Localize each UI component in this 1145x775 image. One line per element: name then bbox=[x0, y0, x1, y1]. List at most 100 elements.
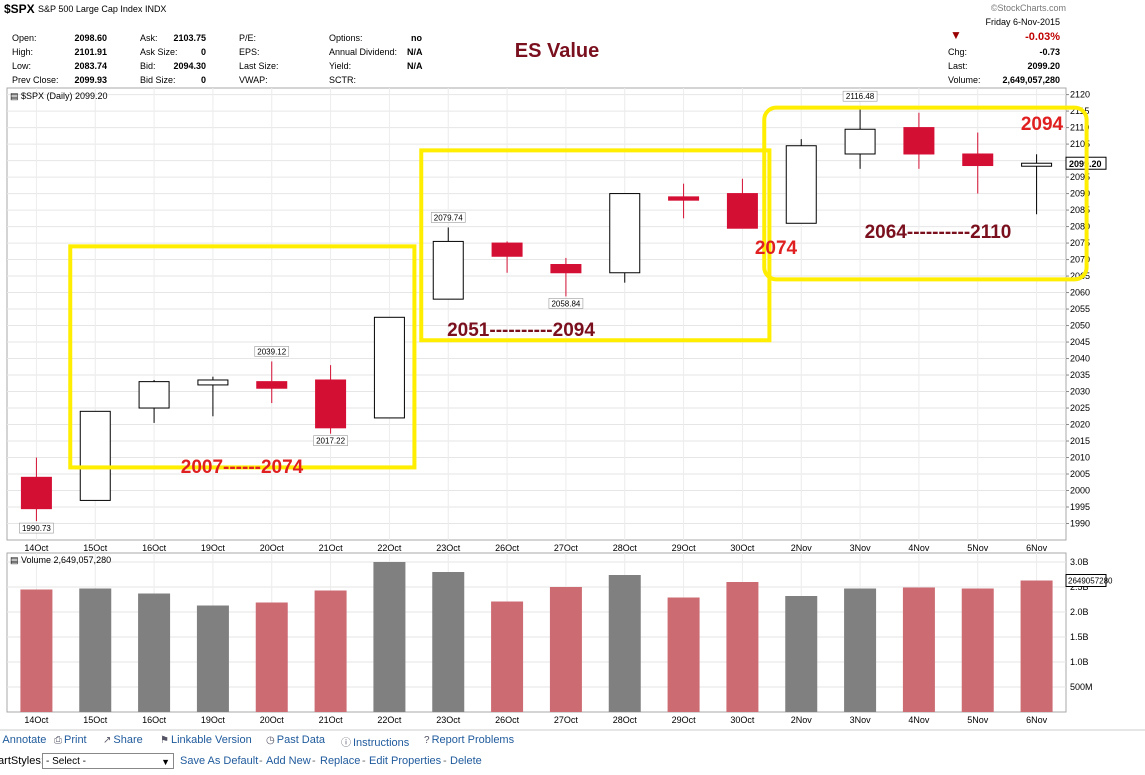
ask-size-value: 0 bbox=[200, 47, 206, 57]
candle-body bbox=[315, 379, 347, 429]
print-link[interactable]: ⎙ Print bbox=[54, 734, 87, 746]
value-label-box bbox=[19, 522, 54, 534]
candle-body bbox=[197, 379, 229, 386]
price-date-label: 21Oct bbox=[319, 543, 344, 553]
price-tick-label: 2020 bbox=[1070, 420, 1090, 430]
dividend-label: Annual Dividend: bbox=[329, 47, 398, 57]
price-tick-label: 2060 bbox=[1070, 288, 1090, 298]
date-label: Friday 6-Nov-2015 bbox=[985, 17, 1060, 27]
save-as-default-link[interactable]: Save As Default bbox=[180, 755, 259, 767]
price-tick-label: 2095 bbox=[1070, 172, 1090, 182]
candle-body bbox=[785, 145, 817, 224]
past-data-link[interactable]: ◷ Past Data bbox=[266, 734, 326, 746]
prev-close-value: 2099.93 bbox=[74, 75, 107, 85]
open-label: Open: bbox=[12, 33, 37, 43]
watermark: ©StockCharts.com bbox=[990, 3, 1066, 13]
price-tick-label: 2005 bbox=[1070, 469, 1090, 479]
volume-date-label: 30Oct bbox=[730, 715, 755, 725]
edit-properties-link[interactable]: Edit Properties bbox=[369, 755, 442, 767]
price-tick-label: 1995 bbox=[1070, 502, 1090, 512]
chart-styles-select[interactable]: - Select - ▼ bbox=[42, 753, 174, 769]
pe-label: P/E: bbox=[239, 33, 257, 43]
range-box bbox=[762, 105, 1089, 282]
volume-bar bbox=[608, 575, 641, 712]
candle-body bbox=[844, 128, 876, 155]
share-link[interactable]: ↗ Share bbox=[103, 734, 143, 746]
price-tick-label: 2085 bbox=[1070, 205, 1090, 215]
dividend-value: N/A bbox=[407, 47, 423, 57]
candle-body bbox=[373, 316, 405, 419]
volume-bar bbox=[314, 590, 347, 712]
open-value: 2098.60 bbox=[74, 33, 107, 43]
value-label: 1990.73 bbox=[22, 524, 51, 533]
low-value: 2083.74 bbox=[74, 61, 107, 71]
volume-date-label: 5Nov bbox=[967, 715, 989, 725]
price-tick-label: 2105 bbox=[1070, 139, 1090, 149]
last-value: 2099.20 bbox=[1027, 61, 1060, 71]
symbol: $SPX bbox=[4, 2, 35, 16]
price-tick-label: 2075 bbox=[1070, 238, 1090, 248]
report-problems-link[interactable]: ? Report Problems bbox=[424, 734, 515, 746]
volume-bar bbox=[196, 605, 229, 712]
chg-label: Chg: bbox=[948, 47, 968, 57]
options-label: Options: bbox=[329, 33, 363, 43]
price-tick-label: 1990 bbox=[1070, 519, 1090, 529]
volume-date-label: 27Oct bbox=[554, 715, 579, 725]
price-date-label: 2Nov bbox=[791, 543, 813, 553]
high-value: 2101.91 bbox=[74, 47, 107, 57]
last-size-label: Last Size: bbox=[239, 61, 279, 71]
instructions-link[interactable]: ⓘ Instructions bbox=[341, 737, 410, 749]
price-date-label: 15Oct bbox=[83, 543, 108, 553]
price-tick-label: 2120 bbox=[1070, 90, 1090, 100]
candle-body bbox=[491, 242, 523, 257]
chg-value: -0.73 bbox=[1039, 47, 1060, 57]
chart-footer: ✎Annotate ⎙Print ↗Share ⚑Linkable Versio… bbox=[0, 733, 1145, 775]
price-date-label: 19Oct bbox=[201, 543, 226, 553]
volume-tick-label: 2.0B bbox=[1070, 607, 1089, 617]
low-label: Low: bbox=[12, 61, 32, 71]
add-new-link[interactable]: Add New bbox=[266, 755, 311, 767]
price-date-label: 14Oct bbox=[24, 543, 49, 553]
separator: - bbox=[312, 755, 316, 767]
price-tick-label: 2050 bbox=[1070, 321, 1090, 331]
volume-date-label: 21Oct bbox=[319, 715, 344, 725]
vwap-label: VWAP: bbox=[239, 75, 268, 85]
value-label: 2116.48 bbox=[846, 92, 875, 101]
volume-bar bbox=[79, 588, 112, 712]
price-date-label: 30Oct bbox=[730, 543, 755, 553]
delete-link[interactable]: Delete bbox=[450, 755, 482, 767]
volume-last-label: 2649057280 bbox=[1068, 577, 1113, 586]
volume-date-label: 6Nov bbox=[1026, 715, 1048, 725]
ask-size-label: Ask Size: bbox=[140, 47, 178, 57]
price-tick-label: 2040 bbox=[1070, 354, 1090, 364]
quote-header: $SPX S&P 500 Large Cap Index INDX Open: … bbox=[0, 0, 1066, 88]
volume-bar bbox=[844, 588, 877, 712]
candle-body bbox=[138, 381, 170, 409]
price-tick-label: 2010 bbox=[1070, 453, 1090, 463]
options-value: no bbox=[411, 33, 422, 43]
volume-value: 2,649,057,280 bbox=[1002, 75, 1060, 85]
price-date-label: 6Nov bbox=[1026, 543, 1048, 553]
candle-body bbox=[550, 264, 582, 274]
volume-bar bbox=[726, 582, 759, 712]
last-label: Last: bbox=[948, 61, 968, 71]
value-label: 2058.84 bbox=[551, 299, 580, 308]
volume-bar bbox=[785, 596, 818, 712]
volume-bar bbox=[432, 572, 465, 712]
volume-tick-label: 1.0B bbox=[1070, 657, 1089, 667]
volume-bar bbox=[20, 589, 53, 712]
value-label: 2039.12 bbox=[257, 347, 286, 356]
bid-label: Bid: bbox=[140, 61, 156, 71]
annotate-link[interactable]: ✎Annotate bbox=[0, 734, 46, 746]
price-tick-label: 2015 bbox=[1070, 436, 1090, 446]
high-label: High: bbox=[12, 47, 34, 57]
volume-date-label: 29Oct bbox=[672, 715, 697, 725]
separator: - bbox=[443, 755, 447, 767]
replace-link[interactable]: Replace bbox=[320, 755, 361, 767]
price-date-label: 22Oct bbox=[377, 543, 402, 553]
linkable-version-link[interactable]: ⚑ Linkable Version bbox=[160, 734, 252, 746]
clock-icon: ◷ bbox=[266, 735, 275, 746]
candle-body bbox=[1021, 162, 1053, 167]
price-tick-label: 2090 bbox=[1070, 189, 1090, 199]
volume-bar bbox=[255, 602, 288, 712]
